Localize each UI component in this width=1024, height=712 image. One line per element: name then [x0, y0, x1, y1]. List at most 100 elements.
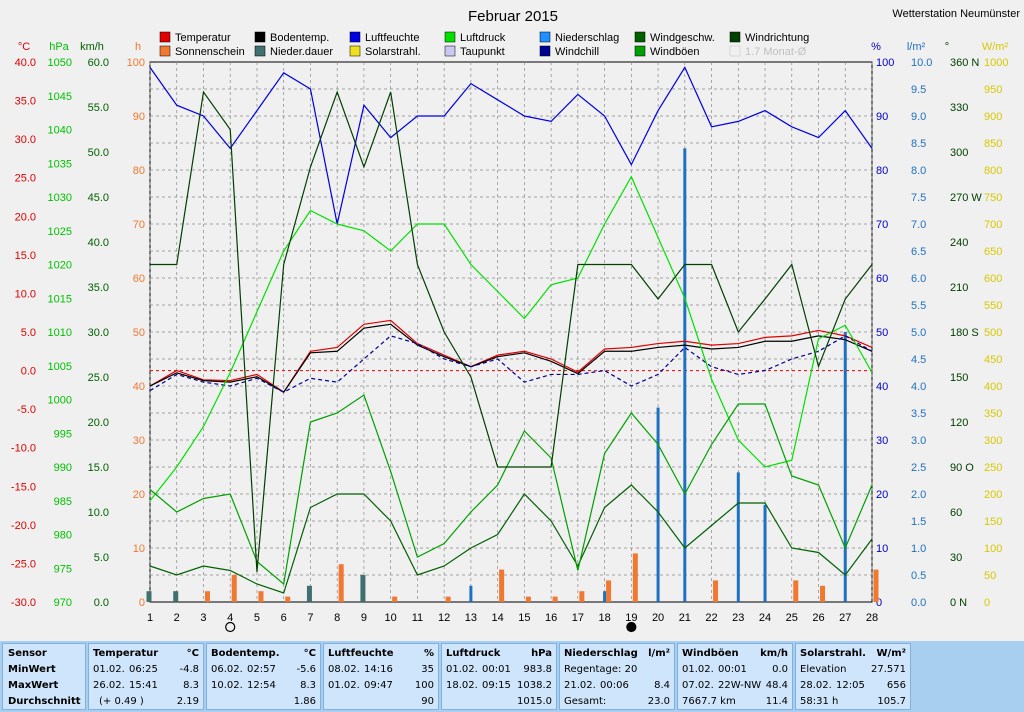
stat-max-date: 21.02. — [564, 680, 596, 691]
axis-tick-hum: 30 — [876, 435, 888, 447]
axis-tick-dir: 270 W — [950, 192, 982, 204]
axis-tick-temp: -10.0 — [11, 443, 36, 455]
axis-tick-temp: 25.0 — [15, 173, 36, 185]
axis-tick-press: 1005 — [48, 361, 72, 373]
axis-tick-press: 1045 — [48, 91, 72, 103]
stat-max-time: 12:54 — [247, 680, 276, 691]
axis-tick-solar: 950 — [984, 84, 1002, 96]
axis-tick-rain: 1.5 — [911, 516, 926, 528]
stat-max-val: 8.3 — [300, 680, 316, 691]
axis-tick-press: 1025 — [48, 226, 72, 238]
legend-label: Solarstrahl. — [365, 46, 421, 58]
axis-tick-sun: 40 — [133, 381, 145, 393]
axis-tick-hum: 80 — [876, 165, 888, 177]
legend-label: 1.7 Monat-Ø — [745, 46, 807, 58]
axis-tick-sun: 10 — [133, 543, 145, 555]
stats-solar: Solarstrahl. W/m² Elevation 27.571 28.02. 1… — [795, 643, 911, 710]
axis-tick-solar: 550 — [984, 300, 1002, 312]
axis-tick-dir: 240 — [950, 237, 968, 249]
axis-tick-rain: 9.0 — [911, 111, 926, 123]
stat-max-val: 48.4 — [765, 680, 788, 691]
axis-tick-solar: 600 — [984, 273, 1002, 285]
x-tick-label: 20 — [652, 612, 664, 624]
axis-tick-solar: 50 — [984, 570, 996, 582]
x-tick-label: 9 — [361, 612, 367, 624]
stat-max-time: 00:06 — [600, 680, 629, 691]
legend-label: Sonnenschein — [175, 46, 245, 58]
station-name: Wetterstation Neumünster — [892, 8, 1020, 20]
axis-tick-sun: 70 — [133, 219, 145, 231]
x-tick-label: 21 — [679, 612, 691, 624]
bars — [146, 148, 879, 602]
legend-swatch — [349, 45, 361, 57]
stat-min-date: 01.02. — [682, 664, 714, 675]
legend-swatch — [539, 31, 551, 43]
stat-min-val: 983.8 — [523, 664, 552, 675]
stat-max-time: 09:15 — [482, 680, 511, 691]
stat-name: Temperatur — [93, 648, 159, 659]
stat-name: Niederschlag — [564, 648, 638, 659]
stat-max-val: 1038.2 — [517, 680, 552, 691]
x-tick-label: 14 — [492, 612, 504, 624]
x-tick-label: 7 — [307, 612, 313, 624]
legend-swatch — [254, 31, 266, 43]
stat-max-time: 15:41 — [129, 680, 158, 691]
series-windgeschw — [149, 484, 873, 594]
stat-max-val: 656 — [886, 680, 906, 691]
axis-tick-wind: 45.0 — [88, 192, 109, 204]
axis-tick-wind: 30.0 — [88, 327, 109, 339]
stat-elevation-label: Elevation — [800, 664, 847, 675]
row-label-min: MinWert — [8, 664, 56, 675]
axis-tick-press: 1020 — [48, 260, 72, 272]
axis-tick-temp: 10.0 — [15, 288, 36, 300]
stat-max-date: 28.02. — [800, 680, 832, 691]
legend-label: Luftdruck — [460, 32, 506, 44]
axis-tick-temp: 5.0 — [21, 327, 36, 339]
stat-rain-days: Regentage: 20 — [564, 664, 638, 675]
stat-min-time: 06:25 — [129, 664, 158, 675]
stat-name: Luftfeuchte — [328, 648, 394, 659]
x-tick-label: 13 — [465, 612, 477, 624]
bar-sonnenschein — [499, 569, 505, 602]
stat-avg-val: 2.19 — [176, 696, 199, 707]
series-temperatur — [149, 319, 873, 394]
axis-tick-press: 985 — [54, 496, 72, 508]
stat-name: Windböen — [682, 648, 739, 659]
axis-tick-rain: 6.0 — [911, 273, 926, 285]
axis-tick-solar: 1000 — [984, 57, 1008, 69]
axis-tick-rain: 0.5 — [911, 570, 926, 582]
x-tick-label: 8 — [334, 612, 340, 624]
axis-tick-rain: 3.5 — [911, 408, 926, 420]
axis-tick-rain: 10.0 — [911, 57, 932, 69]
axis-tick-dir: 300 — [950, 147, 968, 159]
stat-unit: °C — [186, 648, 199, 659]
axis-tick-dir: 60 — [950, 507, 962, 519]
bar-niederschlag — [763, 504, 767, 602]
legend-swatch — [349, 31, 361, 43]
axis-tick-rain: 2.0 — [911, 489, 926, 501]
axis-tick-solar: 400 — [984, 381, 1002, 393]
bar-niederdauer — [173, 591, 179, 602]
axis-tick-press: 1035 — [48, 158, 72, 170]
row-label-avg: Durchschnitt — [8, 696, 81, 707]
axis-tick-solar: 750 — [984, 192, 1002, 204]
stat-total-val: 23.0 — [647, 696, 670, 707]
legend-label: Bodentemp. — [270, 32, 329, 44]
axis-tick-solar: 250 — [984, 462, 1002, 474]
x-tick-label: 26 — [812, 612, 824, 624]
axis-tick-sun: 60 — [133, 273, 145, 285]
axis-tick-rain: 4.5 — [911, 354, 926, 366]
unit-label-hum: % — [871, 41, 881, 53]
x-tick-label: 6 — [281, 612, 287, 624]
stat-max-time: 22W-NW — [718, 680, 762, 691]
lines — [149, 66, 873, 594]
stat-max-date: 10.02. — [211, 680, 243, 691]
stat-unit: W/m² — [876, 648, 906, 659]
axis-tick-solar: 500 — [984, 327, 1002, 339]
legend-swatch — [159, 45, 171, 57]
axis-tick-solar: 200 — [984, 489, 1002, 501]
new-moon-icon — [626, 621, 637, 633]
axis-units: °C hPa km/h h% l/m² ° W/m² — [18, 41, 1009, 53]
axis-tick-hum: 70 — [876, 219, 888, 231]
axis-tick-solar: 800 — [984, 165, 1002, 177]
